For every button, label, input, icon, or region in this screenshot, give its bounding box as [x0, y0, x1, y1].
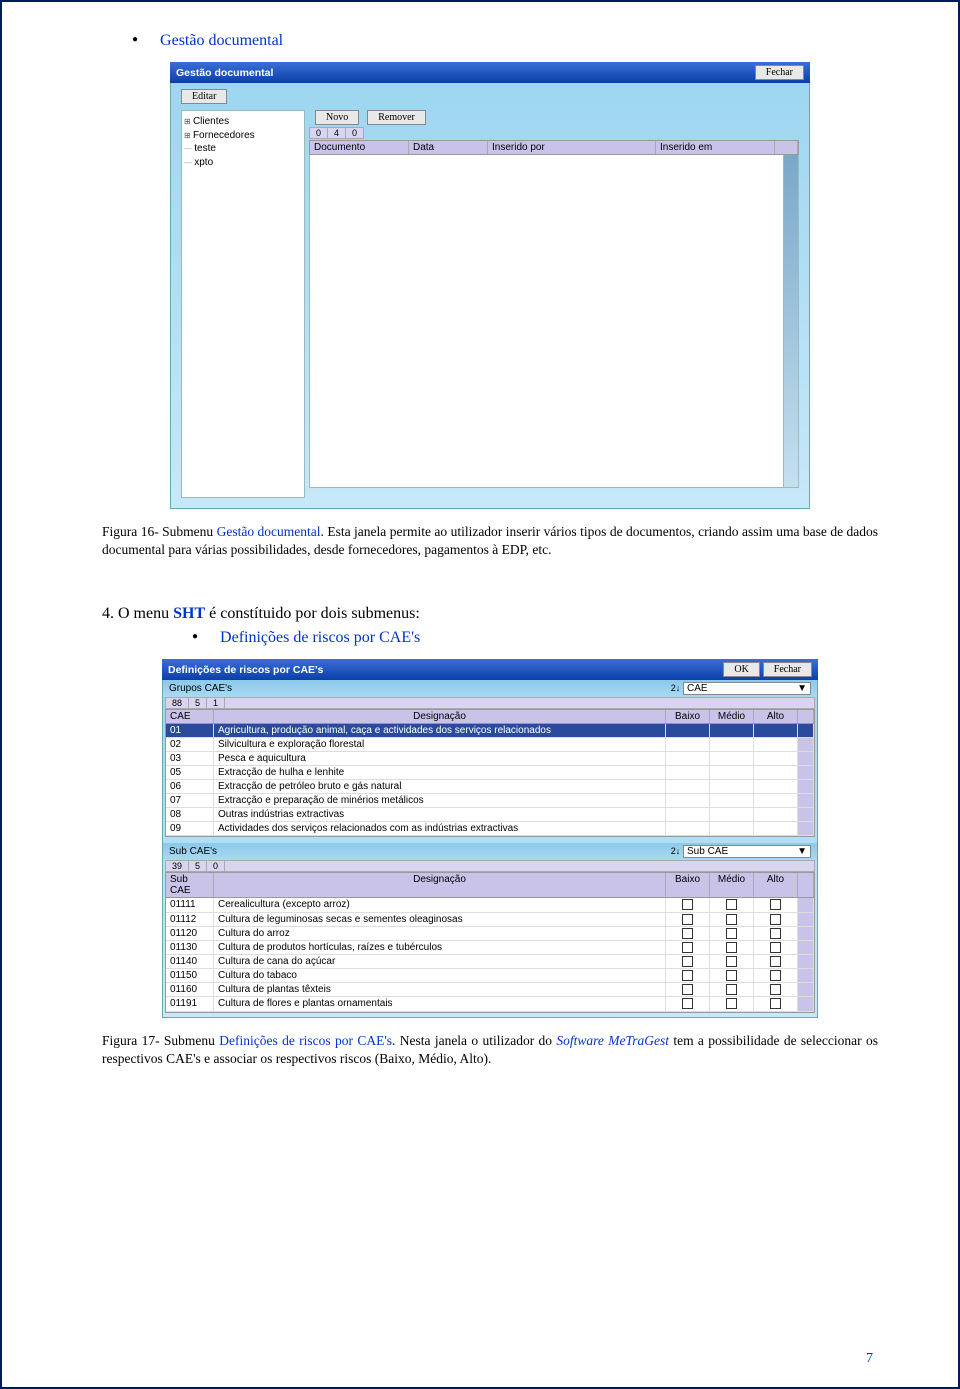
window-title: Definições de riscos por CAE's OK Fechar	[162, 659, 818, 680]
sub-bar: Sub CAE's 2↓ Sub CAE▼	[163, 843, 817, 860]
table-row[interactable]: 01140Cultura de cana do açúcar	[166, 955, 814, 969]
tree-item[interactable]: teste	[184, 142, 302, 156]
table-row[interactable]: 01120Cultura do arroz	[166, 927, 814, 941]
table-row[interactable]: 02Silvicultura e exploração florestal	[166, 738, 814, 752]
table-row[interactable]: 03Pesca e aquicultura	[166, 752, 814, 766]
grid-1: 01Agricultura, produção animal, caça e a…	[165, 724, 815, 837]
remove-button[interactable]: Remover	[367, 110, 426, 125]
stat-bar: 0 4 0	[309, 127, 364, 139]
grid-2: 01111Cerealicultura (excepto arroz)01112…	[165, 898, 815, 1012]
window-caes: Definições de riscos por CAE's OK Fechar…	[162, 659, 818, 1017]
tree-item[interactable]: Fornecedores	[184, 129, 302, 143]
tree-item[interactable]: Clientes	[184, 115, 302, 129]
table-row[interactable]: 01111Cerealicultura (excepto arroz)	[166, 898, 814, 912]
page-number: 7	[866, 1351, 873, 1367]
bullet-1: ●Gestão documental	[102, 32, 878, 50]
grid-header-2: Sub CAE Designação Baixo Médio Alto	[165, 872, 815, 898]
subcae-dropdown[interactable]: Sub CAE▼	[683, 845, 811, 858]
tree-item[interactable]: xpto	[184, 156, 302, 170]
tree-panel[interactable]: Clientes Fornecedores teste xpto	[181, 110, 305, 498]
edit-button[interactable]: Editar	[181, 89, 227, 104]
close-button[interactable]: Fechar	[755, 65, 804, 80]
window-gestao: Gestão documental Fechar Editar Clientes…	[170, 62, 810, 509]
table-row[interactable]: 08Outras indústrias extractivas	[166, 808, 814, 822]
table-row[interactable]: 07Extracção e preparação de minérios met…	[166, 794, 814, 808]
page: ●Gestão documental Gestão documental Fec…	[0, 0, 960, 1389]
caption-2: Figura 17- Submenu Definições de riscos …	[102, 1032, 878, 1068]
window-title: Gestão documental Fechar	[170, 62, 810, 83]
bullet-2: ●Definições de riscos por CAE's	[162, 629, 878, 647]
sort-icon[interactable]: 2↓	[671, 683, 681, 693]
sort-icon[interactable]: 2↓	[671, 846, 681, 856]
column-header: Documento Data Inserido por Inserido em	[309, 140, 799, 155]
table-row[interactable]: 01Agricultura, produção animal, caça e a…	[166, 724, 814, 738]
caption-1: Figura 16- Submenu Gestão documental. Es…	[102, 523, 878, 559]
table-row[interactable]: 01130Cultura de produtos hortículas, raí…	[166, 941, 814, 955]
table-row[interactable]: 01112Cultura de leguminosas secas e seme…	[166, 913, 814, 927]
stat-bar: 3950	[165, 860, 815, 872]
table-row[interactable]: 01160Cultura de plantas têxteis	[166, 983, 814, 997]
new-button[interactable]: Novo	[315, 110, 359, 125]
section-4: 4. O menu SHT é constítuido por dois sub…	[102, 605, 878, 623]
table-row[interactable]: 01150Cultura do tabaco	[166, 969, 814, 983]
table-row[interactable]: 01191Cultura de flores e plantas ornamen…	[166, 997, 814, 1011]
table-row[interactable]: 06Extracção de petróleo bruto e gás natu…	[166, 780, 814, 794]
scrollbar[interactable]	[783, 155, 798, 487]
ok-button[interactable]: OK	[723, 662, 759, 677]
table-row[interactable]: 05Extracção de hulha e lenhite	[166, 766, 814, 780]
cae-dropdown[interactable]: CAE▼	[683, 682, 811, 695]
list-area	[309, 155, 799, 488]
table-row[interactable]: 09Actividades dos serviços relacionados …	[166, 822, 814, 836]
group-bar: Grupos CAE's 2↓ CAE▼	[163, 680, 817, 697]
stat-bar: 8851	[165, 697, 815, 709]
close-button[interactable]: Fechar	[763, 662, 812, 677]
grid-header-1: CAE Designação Baixo Médio Alto	[165, 709, 815, 724]
